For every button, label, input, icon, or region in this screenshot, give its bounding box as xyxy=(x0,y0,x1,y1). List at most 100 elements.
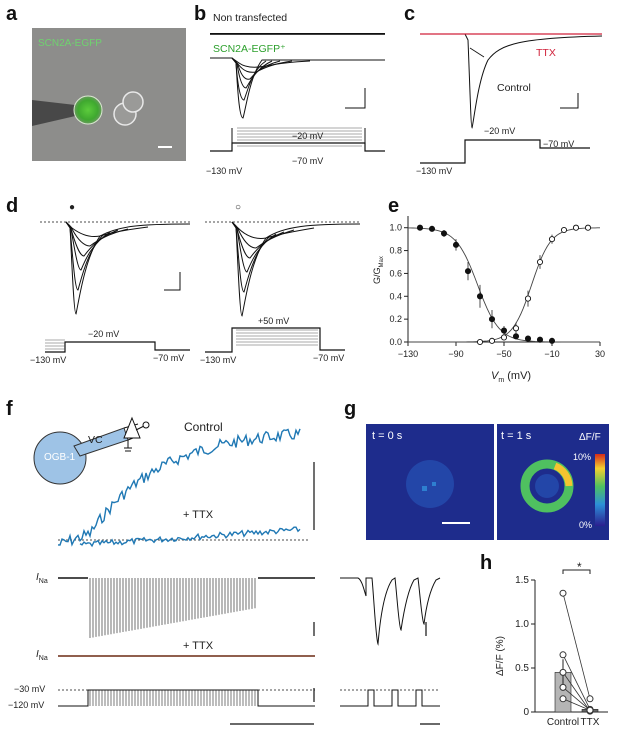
h-category-label: TTX xyxy=(581,717,600,728)
e-point-open xyxy=(536,258,544,266)
h-pair-line xyxy=(562,687,591,711)
panel-label-c: c xyxy=(404,3,416,25)
h-control-point xyxy=(559,695,567,703)
e-point-filled xyxy=(548,337,556,344)
e-xlabel-sub: m xyxy=(498,377,505,385)
heatmap-t0: t = 0 s xyxy=(366,424,494,540)
vc-label: VC xyxy=(88,434,103,446)
d-right-end-voltage: −70 mV xyxy=(313,353,345,363)
e-xlabel: Vm (mV) xyxy=(491,370,531,384)
f-control-label: Control xyxy=(184,420,223,434)
f-v-high-label: −30 mV xyxy=(14,684,46,694)
scn2a-egfp-label: SCN2A-EGFP xyxy=(38,38,102,49)
e-ytick-label: 0.8 xyxy=(389,246,402,256)
e-xtick-label: −90 xyxy=(448,349,463,359)
h-ttx-point xyxy=(586,695,594,703)
panel-label-h: h xyxy=(480,552,493,574)
e-point-filled xyxy=(524,335,532,342)
significance-star: * xyxy=(577,560,582,574)
d-left-hold-voltage: −130 mV xyxy=(30,355,67,365)
ina-label-2: INa xyxy=(36,649,48,662)
c-end-voltage: −70 mV xyxy=(543,139,575,149)
e-xtick-label: −130 xyxy=(398,349,418,359)
e-point-open xyxy=(584,224,592,231)
d-left-end-voltage: −70 mV xyxy=(153,353,185,363)
f-ttx-label: + TTX xyxy=(183,509,214,521)
f-v-low-label: −120 mV xyxy=(8,700,45,710)
h-pair-line xyxy=(562,654,591,710)
d-right-hold-voltage: −130 mV xyxy=(200,355,237,365)
h-control-point xyxy=(559,651,567,659)
cbar-max: 10% xyxy=(573,452,592,462)
e-point-open xyxy=(560,226,568,234)
e-point-open xyxy=(500,334,508,341)
e-point-filled xyxy=(416,224,424,231)
e-point-filled xyxy=(476,293,484,300)
e-point-filled xyxy=(536,336,544,343)
e-point-open xyxy=(476,338,484,346)
c-step-voltage: −20 mV xyxy=(484,126,516,136)
e-xlabel-unit: (mV) xyxy=(504,370,532,382)
ina-label-1-i: I xyxy=(36,572,39,583)
e-point-filled xyxy=(440,230,448,237)
panel-label-b: b xyxy=(194,3,207,25)
c-hold-voltage: −130 mV xyxy=(416,166,453,176)
e-point-filled xyxy=(488,316,496,323)
cbar-title: ΔF/F xyxy=(579,432,601,443)
ina-label-1: INa xyxy=(36,572,48,585)
ina-label-2-sub: Na xyxy=(38,655,48,662)
h-ytick-label: 1.5 xyxy=(515,575,529,586)
h-control-point xyxy=(559,683,567,691)
e-point-open xyxy=(512,325,520,332)
t1-label: t = 1 s xyxy=(501,430,532,442)
e-point-open xyxy=(488,337,496,344)
panel-label-d: d xyxy=(6,195,19,217)
h-ttx-point xyxy=(586,706,594,714)
f-ttx2-label: + TTX xyxy=(183,640,214,652)
e-point-open xyxy=(548,236,556,243)
h-pair-line xyxy=(562,698,591,711)
filled-circle-marker: ● xyxy=(69,202,76,213)
h-pair-line xyxy=(562,672,591,712)
panel-label-a: a xyxy=(6,3,18,25)
scn2a-egfp-plus-label: SCN2A-EGFP⁺ xyxy=(213,43,286,55)
e-point-open xyxy=(572,224,580,231)
h-ytick-label: 0.5 xyxy=(515,663,529,674)
ina-label-1-sub: Na xyxy=(38,578,48,585)
d-right-step-voltage: +50 mV xyxy=(258,316,290,326)
e-xlabel-v: V xyxy=(491,370,499,382)
ina-label-2-i: I xyxy=(36,649,39,660)
e-ytick-label: 0.4 xyxy=(389,291,402,301)
h-ytick-label: 0 xyxy=(523,707,529,718)
e-ytick-label: 0.2 xyxy=(389,314,402,324)
non-transfected-label: Non transfected xyxy=(213,12,288,24)
b-high-voltage: −20 mV xyxy=(292,131,324,141)
e-point-filled xyxy=(428,225,436,232)
e-point-filled xyxy=(500,327,508,334)
e-point-open xyxy=(524,295,532,302)
e-xtick-label: 30 xyxy=(595,349,605,359)
h-significance-bracket xyxy=(562,569,591,574)
t0-label: t = 0 s xyxy=(372,430,403,442)
d-left-step-voltage: −20 mV xyxy=(88,329,120,339)
h-category-label: Control xyxy=(547,717,579,728)
h-control-point xyxy=(559,668,567,676)
heatmap-t1: t = 1 s ΔF/F 10% 0% xyxy=(497,424,609,540)
h-ylabel: ΔF/F (%) xyxy=(495,635,506,676)
ogb1-label: OGB-1 xyxy=(44,452,76,463)
panel-label-e: e xyxy=(388,195,400,217)
e-ytick-label: 0.6 xyxy=(389,268,402,278)
b-hold-voltage: −130 mV xyxy=(206,166,243,176)
cbar-min: 0% xyxy=(579,520,593,530)
h-control-point xyxy=(559,589,567,597)
e-point-filled xyxy=(452,241,460,248)
panel-label-g: g xyxy=(344,398,357,420)
panel-label-f: f xyxy=(6,398,13,420)
control-label: Control xyxy=(497,82,531,94)
e-ytick-label: 0.0 xyxy=(389,337,402,347)
ttx-label: TTX xyxy=(536,47,556,59)
h-pair-line xyxy=(562,593,591,699)
